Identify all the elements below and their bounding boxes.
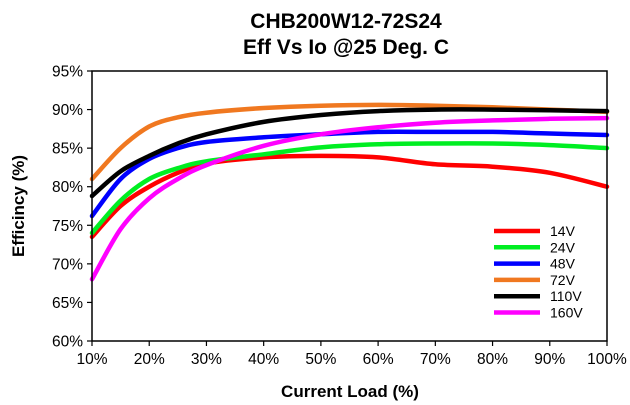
series-line-14v — [89, 153, 610, 240]
series-line-160v — [89, 115, 610, 282]
x-tick-label: 30% — [191, 351, 222, 368]
legend-label-72v: 72V — [550, 272, 576, 288]
y-tick-label: 90% — [52, 102, 83, 119]
x-tick-label: 20% — [134, 351, 165, 368]
x-tick-label: 80% — [477, 351, 508, 368]
x-tick-label: 40% — [248, 351, 279, 368]
x-axis-label: Current Load (%) — [281, 382, 419, 401]
plot-area-border — [91, 70, 608, 342]
x-tick-label: 100% — [587, 351, 627, 368]
legend-label-110v: 110V — [550, 288, 582, 304]
series-line-48v — [89, 129, 610, 219]
legend-label-160v: 160V — [550, 305, 583, 321]
legend-label-48v: 48V — [550, 256, 576, 272]
y-axis-label: Efficincy (%) — [9, 155, 28, 257]
axis-ticks: 60% 65% 70% 75% 80% 85% 90% 95% 10% 20% 30% 40% 50% 6… — [52, 64, 627, 369]
chart-subtitle: Eff Vs Io @25 Deg. C — [243, 36, 449, 59]
y-tick-label: 85% — [52, 141, 83, 158]
y-tick-label: 60% — [52, 334, 83, 351]
x-tick-label: 10% — [76, 351, 107, 368]
y-tick-label: 75% — [52, 218, 83, 235]
legend-label-14v: 14V — [550, 223, 576, 239]
chart-title: CHB200W12-72S24 — [250, 10, 442, 33]
x-tick-label: 50% — [305, 351, 336, 368]
series-line-24v — [89, 141, 610, 236]
x-tick-label: 70% — [420, 351, 451, 368]
legend-label-24v: 24V — [550, 239, 576, 255]
series-line-110v — [89, 107, 610, 199]
y-tick-label: 65% — [52, 295, 83, 312]
x-tick-label: 90% — [534, 351, 565, 368]
y-tick-label: 95% — [52, 64, 83, 81]
y-tick-label: 70% — [52, 256, 83, 273]
series-lines — [89, 102, 610, 282]
y-tick-label: 80% — [52, 179, 83, 196]
x-tick-label: 60% — [363, 351, 394, 368]
